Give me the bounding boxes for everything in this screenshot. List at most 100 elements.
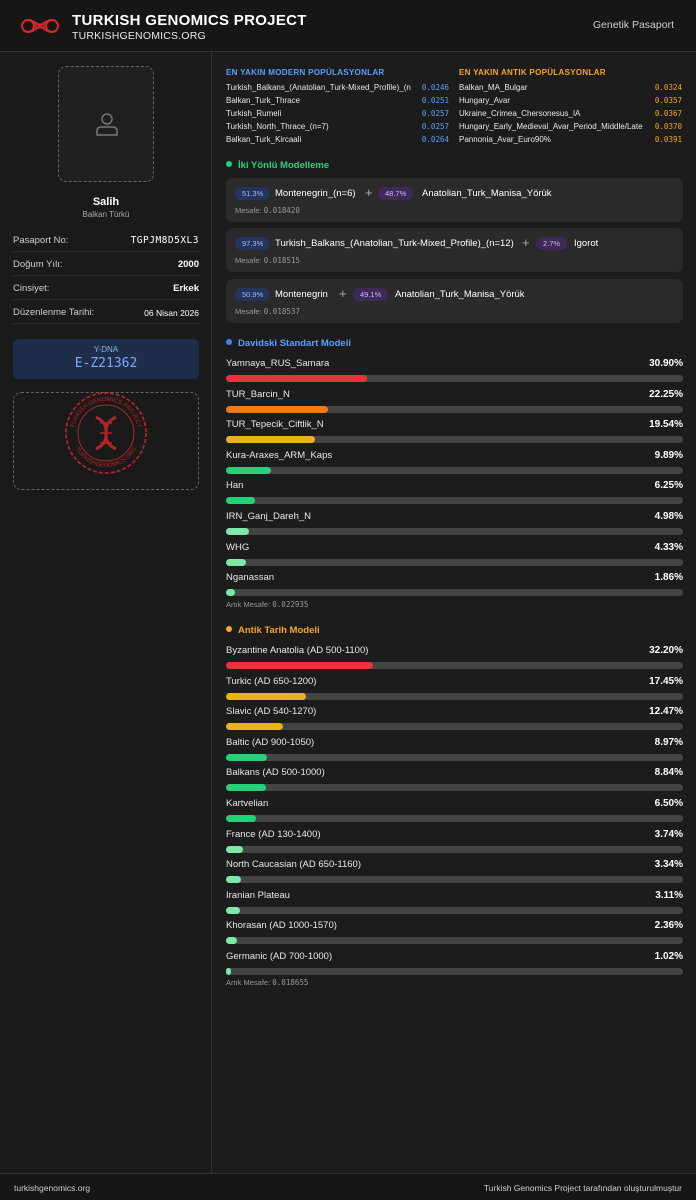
bar [226, 937, 237, 945]
two-way-model-card: 50.9% Montenegrin +49.1% Anatolian_Turk_Man… [226, 279, 683, 323]
brand-subtitle[interactable]: TURKISHGENOMICS.ORG [72, 30, 206, 42]
population-name: Ukraine_Crimea_Chersonesus_IA [459, 109, 581, 118]
population-row: Balkan_Turk_Kircaali 0.0264 [226, 134, 449, 147]
population-row: Ukraine_Crimea_Chersonesus_IA 0.0367 [459, 108, 682, 121]
population-b-name: Anatolian_Turk_Manisa_Yörük [422, 188, 552, 199]
bar-row: Han 6.25% [226, 480, 683, 508]
population-row: Pannonia_Avar_Euro90% 0.0391 [459, 134, 682, 147]
population-row: Turkish_Rumeli 0.0257 [226, 108, 449, 121]
bar-row: France (AD 130-1400) 3.74% [226, 829, 683, 857]
population-row: Balkan_MA_Bulgar 0.0324 [459, 82, 682, 95]
plus-icon: + [522, 235, 530, 250]
bar-track [226, 528, 683, 535]
info-row-birth-year: Doğum Yılı: 2000 [13, 252, 199, 276]
bar-value-label: 3.74% [654, 828, 683, 840]
bar-track [226, 497, 683, 505]
distance-label: Mesafe: [235, 256, 262, 265]
model-distance: Mesafe: 0.018420 [235, 206, 300, 215]
ancient-residual: Artık Mesafe: 0.018655 [226, 978, 308, 987]
footer-credit: Turkish Genomics Project tarafından oluş… [483, 1183, 682, 1193]
ancient-model-heading: Antik Tarih Modeli [226, 625, 320, 636]
population-b-name: Anatolian_Turk_Manisa_Yörük [395, 289, 525, 300]
bar-category-label: TUR_Tepecik_Ciftlik_N [226, 419, 324, 431]
plus-icon: + [339, 286, 347, 301]
population-distance: 0.0246 [421, 83, 449, 92]
percent-pill: 49.1% [353, 288, 389, 301]
population-distance: 0.0391 [654, 135, 682, 144]
bar [226, 497, 255, 505]
app-header: TURKISH GENOMICS PROJECT TURKISHGENOMICS… [0, 0, 696, 52]
two-way-model-heading: İki Yönlü Modelleme [226, 160, 329, 171]
bar-track [226, 466, 683, 474]
ancient-model-title: Antik Tarih Modeli [238, 625, 320, 636]
residual-value: 0.018655 [272, 978, 309, 987]
bar-category-label: Khorasan (AD 1000-1570) [226, 920, 337, 932]
model-distance: Mesafe: 0.018515 [235, 256, 300, 265]
residual-label: Artık Mesafe: [226, 600, 271, 609]
bar-category-label: Iranian Plateau [226, 889, 290, 901]
user-icon [96, 113, 118, 136]
passport-number: TGPJM8D5XL3 [130, 235, 199, 246]
bar-row: Khorasan (AD 1000-1570) 2.36% [226, 920, 683, 948]
bar-value-label: 8.84% [654, 767, 683, 779]
population-row: Hungary_Early_Medieval_Avar_Period_Middl… [459, 121, 682, 134]
bar-row: TUR_Barcin_N 22.25% [226, 389, 683, 417]
info-label: Cinsiyet: [13, 283, 50, 294]
bar-row: IRN_Ganj_Dareh_N 4.98% [226, 511, 683, 539]
bar-row: Kartvelian 6.50% [226, 798, 683, 826]
distance-label: Mesafe: [235, 307, 262, 316]
bar-value-label: 32.20% [649, 645, 683, 656]
bar-value-label: 9.89% [654, 449, 683, 461]
green-dot-icon [226, 161, 232, 167]
footer-website-link[interactable]: turkishgenomics.org [14, 1183, 91, 1193]
bar-row: Baltic (AD 900-1050) 8.97% [226, 737, 683, 765]
ydna-haplogroup: E-Z21362 [74, 356, 138, 371]
distance-label: Mesafe: [235, 206, 262, 215]
population-a-name: Montenegrin_(n=6) [275, 188, 356, 199]
nav-genetic-passport[interactable]: Genetik Pasaport [592, 19, 674, 31]
birth-year: 2000 [177, 259, 199, 270]
bar [226, 753, 267, 761]
bar-row: Slavic (AD 540-1270) 12.47% [226, 706, 683, 734]
ydna-label: Y-DNA [93, 345, 119, 354]
model-distance: Mesafe: 0.018537 [235, 307, 300, 316]
bar [226, 405, 328, 413]
bar-category-label: Kartvelian [226, 798, 269, 809]
residual-value: 0.022935 [272, 600, 309, 609]
bar-track [226, 405, 683, 413]
population-row: Turkish_North_Thrace_(n=7) 0.0257 [226, 121, 449, 134]
blue-dot-icon [226, 339, 232, 345]
bar-row: Turkic (AD 650-1200) 17.45% [226, 676, 683, 704]
population-a-name: Turkish_Balkans_(Anatolian_Turk-Mixed_Pr… [275, 238, 514, 249]
dna-logo-icon [21, 19, 59, 33]
population-name: Hungary_Early_Medieval_Avar_Period_Middl… [459, 122, 643, 131]
info-label: Düzenlenme Tarihi: [13, 307, 95, 318]
bar-value-label: 17.45% [649, 675, 683, 687]
plus-icon: + [365, 185, 373, 200]
bar-track [226, 815, 683, 822]
bar-value-label: 8.97% [654, 736, 683, 748]
bar-category-label: Yamnaya_RUS_Samara [226, 358, 330, 369]
davidski-heading: Davidski Standart Modeli [226, 338, 351, 349]
population-distance: 0.0257 [421, 122, 449, 131]
bar [226, 375, 368, 382]
bar-value-label: 4.33% [654, 541, 683, 553]
bar-category-label: Turkic (AD 650-1200) [226, 675, 317, 687]
bar-track [226, 692, 683, 700]
bar-row: Iranian Plateau 3.11% [226, 890, 683, 918]
distance-value: 0.018420 [263, 206, 300, 215]
bar-track [226, 662, 683, 669]
bar [226, 815, 256, 822]
residual-label: Artık Mesafe: [226, 978, 271, 987]
bar-value-label: 2.36% [654, 920, 683, 932]
profile-ethnicity: Balkan Türkü [82, 210, 130, 219]
bar-category-label: TUR_Barcin_N [226, 388, 290, 400]
modern-populations-title: EN YAKIN MODERN POPÜLASYONLAR [226, 68, 385, 77]
bar [226, 662, 374, 669]
bar-row: WHG 4.33% [226, 542, 683, 570]
bar-track [226, 436, 683, 444]
population-distance: 0.0257 [421, 109, 449, 118]
bar [226, 436, 316, 444]
bar-category-label: Germanic (AD 700-1000) [226, 951, 333, 962]
bar-value-label: 3.34% [654, 859, 683, 871]
